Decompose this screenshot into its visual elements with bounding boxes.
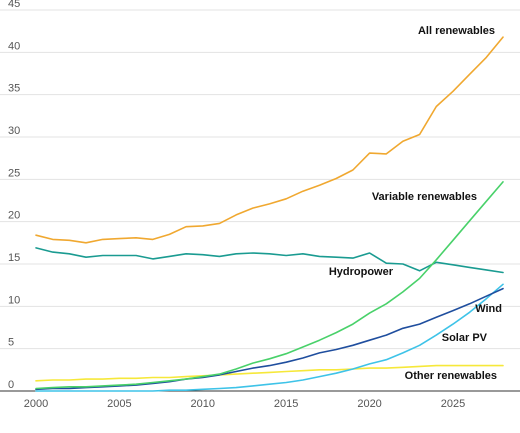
x-tick-label: 2015 xyxy=(274,398,298,410)
series-line-wind xyxy=(35,287,504,391)
series-label-all-renewables: All renewables xyxy=(418,25,495,37)
series-line-all-renewables xyxy=(35,36,504,244)
y-tick-label: 0 xyxy=(8,379,14,391)
y-tick-labels: 0 5 10 15 20 25 30 35 40 45 xyxy=(8,0,20,391)
y-tick-label: 20 xyxy=(8,210,20,222)
series-label-variable-renewables: Variable renewables xyxy=(372,191,477,203)
grid-lines xyxy=(0,9,520,350)
x-tick-label: 2000 xyxy=(24,398,48,410)
x-tick-label: 2025 xyxy=(441,398,465,410)
series-line-other-renewables xyxy=(35,364,504,382)
y-tick-label: 45 xyxy=(8,0,20,10)
series-label-hydropower: Hydropower xyxy=(329,266,394,278)
x-tick-label: 2005 xyxy=(107,398,131,410)
y-tick-label: 40 xyxy=(8,40,20,52)
y-tick-label: 30 xyxy=(8,125,20,137)
y-tick-label: 25 xyxy=(8,167,20,179)
y-tick-label: 15 xyxy=(8,252,20,264)
x-tick-label: 2020 xyxy=(357,398,381,410)
series-lines xyxy=(35,36,504,392)
x-tick-labels: 2000 2005 2010 2015 2020 2025 xyxy=(24,398,465,410)
y-tick-label: 5 xyxy=(8,337,14,349)
series-label-other-renewables: Other renewables xyxy=(405,370,497,382)
series-label-solar-pv: Solar PV xyxy=(442,332,488,344)
series-labels: All renewables Variable renewables Hydro… xyxy=(329,25,502,382)
y-tick-label: 35 xyxy=(8,83,20,95)
x-tick-label: 2010 xyxy=(191,398,215,410)
series-label-wind: Wind xyxy=(475,303,502,315)
series-line-variable-renewables xyxy=(35,181,504,390)
series-line-solar-pv xyxy=(35,283,504,392)
y-tick-label: 10 xyxy=(8,294,20,306)
series-line-hydropower xyxy=(35,247,504,274)
